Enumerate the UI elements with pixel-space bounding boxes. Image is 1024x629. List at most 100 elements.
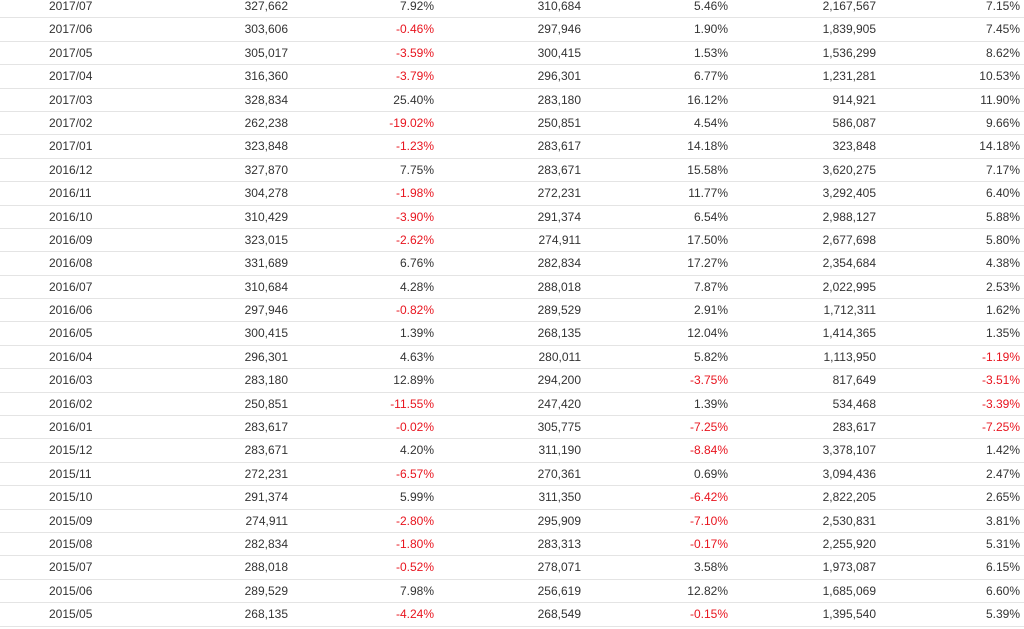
month-cell: 2016/04 bbox=[49, 349, 93, 364]
value-cell: 327,662 bbox=[244, 0, 288, 13]
month-cell: 2016/07 bbox=[49, 279, 93, 294]
cumulative-value-cell: 2,022,995 bbox=[822, 279, 876, 294]
comparison-value-cell: 295,909 bbox=[537, 513, 581, 528]
cumulative-value-cell: 1,685,069 bbox=[822, 583, 876, 598]
cumulative-value-cell: 3,620,275 bbox=[822, 162, 876, 177]
cumulative-change-cell: 7.17% bbox=[985, 162, 1020, 177]
month-cell: 2015/11 bbox=[49, 466, 92, 481]
change-cell: 6.76% bbox=[399, 256, 434, 271]
value-cell: 268,135 bbox=[244, 607, 288, 622]
comparison-change-cell: 7.87% bbox=[693, 279, 728, 294]
cumulative-value-cell: 2,255,920 bbox=[822, 536, 876, 551]
comparison-change-cell: 15.58% bbox=[687, 162, 728, 177]
comparison-value-cell: 274,911 bbox=[538, 232, 582, 247]
change-cell: -0.02% bbox=[395, 420, 434, 435]
change-cell: -1.23% bbox=[395, 139, 434, 154]
comparison-value-cell: 283,617 bbox=[537, 139, 581, 154]
value-cell: 250,851 bbox=[244, 396, 288, 411]
cumulative-change-cell: 3.81% bbox=[985, 513, 1020, 528]
table-row: 2016/04 296,301 4.63% 280,011 5.82% 1,113,950… bbox=[0, 346, 1024, 370]
comparison-change-cell: -7.25% bbox=[689, 420, 728, 435]
table-row: 2016/03 283,180 12.89% 294,200 -3.75% 817,649… bbox=[0, 369, 1024, 393]
cumulative-change-cell: -3.39% bbox=[981, 396, 1020, 411]
comparison-value-cell: 291,374 bbox=[537, 209, 581, 224]
month-cell: 2016/09 bbox=[49, 232, 93, 247]
month-cell: 2017/05 bbox=[49, 45, 93, 60]
comparison-value-cell: 294,200 bbox=[537, 373, 581, 388]
cumulative-value-cell: 534,468 bbox=[832, 396, 876, 411]
table-row: 2016/06 297,946 -0.82% 289,529 2.91% 1,712,31… bbox=[0, 299, 1024, 323]
change-cell: -2.80% bbox=[395, 513, 434, 528]
table-row: 2017/03 328,834 25.40% 283,180 16.12% 914,921… bbox=[0, 89, 1024, 112]
change-cell: -6.57% bbox=[395, 466, 434, 481]
month-cell: 2016/11 bbox=[49, 186, 92, 201]
cumulative-change-cell: 5.31% bbox=[985, 536, 1020, 551]
change-cell: 12.89% bbox=[393, 373, 434, 388]
comparison-change-cell: -8.84% bbox=[689, 443, 728, 458]
month-cell: 2017/02 bbox=[49, 115, 93, 130]
comparison-change-cell: -6.42% bbox=[689, 490, 728, 505]
cumulative-value-cell: 817,649 bbox=[832, 373, 876, 388]
comparison-value-cell: 305,775 bbox=[537, 420, 581, 435]
cumulative-value-cell: 323,848 bbox=[832, 139, 876, 154]
cumulative-value-cell: 586,087 bbox=[832, 115, 876, 130]
table-row: 2016/02 250,851 -11.55% 247,420 1.39% 534,468… bbox=[0, 393, 1024, 417]
comparison-change-cell: -0.15% bbox=[689, 607, 728, 622]
comparison-change-cell: 12.04% bbox=[687, 326, 728, 341]
cumulative-change-cell: 2.65% bbox=[985, 490, 1020, 505]
value-cell: 310,684 bbox=[244, 279, 288, 294]
table-row: 2015/08 282,834 -1.80% 283,313 -0.17% 2,255,9… bbox=[0, 533, 1024, 557]
cumulative-value-cell: 1,113,950 bbox=[823, 349, 877, 364]
month-cell: 2015/08 bbox=[49, 536, 93, 551]
value-cell: 328,834 bbox=[244, 92, 288, 107]
cumulative-value-cell: 914,921 bbox=[832, 92, 876, 107]
comparison-value-cell: 268,135 bbox=[537, 326, 581, 341]
comparison-change-cell: 1.53% bbox=[693, 45, 728, 60]
change-cell: 4.20% bbox=[399, 443, 434, 458]
cumulative-change-cell: 1.42% bbox=[985, 443, 1020, 458]
value-cell: 282,834 bbox=[244, 536, 288, 551]
change-cell: 4.28% bbox=[399, 279, 434, 294]
value-cell: 327,870 bbox=[244, 162, 288, 177]
cumulative-change-cell: 6.60% bbox=[985, 583, 1020, 598]
cumulative-value-cell: 1,839,905 bbox=[822, 22, 876, 37]
change-cell: -3.59% bbox=[395, 45, 434, 60]
table-row: 2015/12 283,671 4.20% 311,190 -8.84% 3,378,10… bbox=[0, 439, 1024, 463]
change-cell: 5.99% bbox=[399, 490, 434, 505]
table-row: 2016/10 310,429 -3.90% 291,374 6.54% 2,988,12… bbox=[0, 206, 1024, 229]
comparison-value-cell: 247,420 bbox=[537, 396, 581, 411]
cumulative-value-cell: 2,988,127 bbox=[822, 209, 876, 224]
change-cell: -4.24% bbox=[395, 607, 434, 622]
comparison-value-cell: 288,018 bbox=[537, 279, 581, 294]
comparison-change-cell: 11.77% bbox=[688, 186, 728, 201]
cumulative-value-cell: 2,167,567 bbox=[822, 0, 876, 13]
table-row: 2016/12 327,870 7.75% 283,671 15.58% 3,620,27… bbox=[0, 159, 1024, 183]
comparison-value-cell: 250,851 bbox=[537, 115, 581, 130]
cumulative-change-cell: 14.18% bbox=[979, 139, 1020, 154]
comparison-value-cell: 283,671 bbox=[537, 162, 581, 177]
change-cell: -1.98% bbox=[395, 186, 434, 201]
comparison-value-cell: 268,549 bbox=[537, 607, 581, 622]
value-cell: 323,015 bbox=[244, 232, 288, 247]
change-cell: -0.52% bbox=[395, 560, 434, 575]
value-cell: 331,689 bbox=[244, 256, 288, 271]
value-cell: 316,360 bbox=[244, 69, 288, 84]
value-cell: 296,301 bbox=[244, 349, 288, 364]
comparison-change-cell: -3.75% bbox=[689, 373, 728, 388]
month-cell: 2015/06 bbox=[49, 583, 93, 598]
cumulative-change-cell: -3.51% bbox=[981, 373, 1020, 388]
table-row: 2016/09 323,015 -2.62% 274,911 17.50% 2,677,6… bbox=[0, 229, 1024, 253]
table-row: 2016/08 331,689 6.76% 282,834 17.27% 2,354,68… bbox=[0, 252, 1024, 276]
comparison-value-cell: 278,071 bbox=[537, 560, 581, 575]
value-cell: 272,231 bbox=[244, 466, 288, 481]
value-cell: 262,238 bbox=[244, 115, 288, 130]
table-row: 2015/10 291,374 5.99% 311,350 -6.42% 2,822,20… bbox=[0, 486, 1024, 510]
comparison-value-cell: 297,946 bbox=[537, 22, 581, 37]
cumulative-value-cell: 1,712,311 bbox=[823, 303, 877, 318]
change-cell: -1.80% bbox=[395, 536, 434, 551]
cumulative-value-cell: 2,677,698 bbox=[822, 232, 876, 247]
comparison-change-cell: 2.91% bbox=[693, 303, 728, 318]
cumulative-value-cell: 1,414,365 bbox=[822, 326, 876, 341]
table-row: 2016/05 300,415 1.39% 268,135 12.04% 1,414,36… bbox=[0, 322, 1024, 346]
